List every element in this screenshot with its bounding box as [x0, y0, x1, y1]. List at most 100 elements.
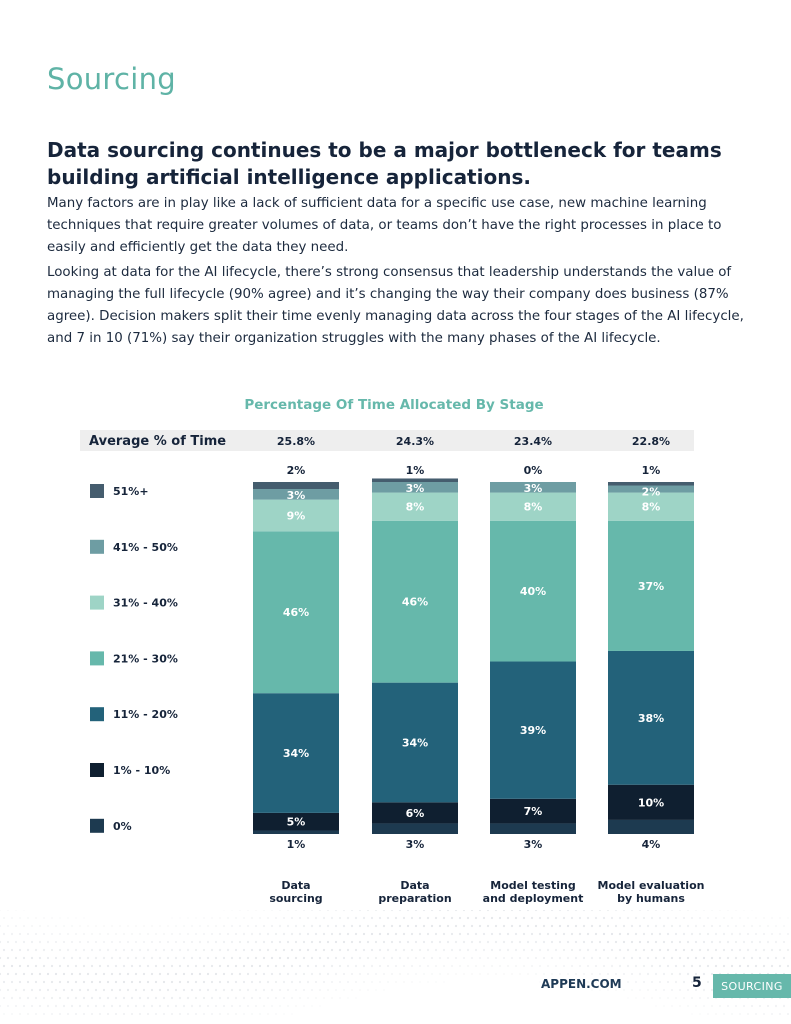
decorative-dot: [179, 917, 181, 919]
decorative-dot: [726, 924, 730, 928]
decorative-dot: [718, 940, 722, 944]
decorative-dot: [94, 956, 98, 960]
decorative-dot: [390, 972, 394, 976]
decorative-dot: [674, 996, 678, 1000]
bar-segment: [253, 489, 339, 500]
decorative-dot: [182, 972, 186, 976]
decorative-dot: [402, 932, 406, 936]
decorative-dot: [426, 948, 430, 952]
decorative-dot: [294, 972, 298, 976]
decorative-dot: [726, 956, 730, 960]
decorative-dot: [494, 940, 498, 944]
decorative-dot: [18, 948, 22, 952]
decorative-dot: [150, 972, 154, 976]
decorative-dot: [474, 948, 478, 952]
decorative-dot: [370, 964, 374, 968]
decorative-dot: [538, 916, 542, 920]
decorative-dot: [226, 1012, 230, 1016]
decorative-dot: [362, 980, 366, 984]
decorative-dot: [554, 916, 558, 920]
decorative-dot: [462, 924, 466, 928]
decorative-dot: [402, 916, 406, 920]
decorative-dot: [686, 924, 690, 928]
decorative-dot: [758, 1004, 762, 1008]
decorative-dot: [98, 948, 102, 952]
decorative-dot: [446, 940, 450, 944]
decorative-dot: [354, 916, 358, 920]
decorative-dot: [330, 964, 334, 968]
decorative-dot: [90, 948, 94, 952]
decorative-dot: [658, 996, 662, 1000]
decorative-dot: [682, 980, 686, 984]
decorative-dot: [278, 1004, 282, 1008]
decorative-dot: [514, 964, 518, 968]
bar-segment: [253, 531, 339, 694]
decorative-dot: [210, 1012, 214, 1016]
decorative-dot: [538, 948, 542, 952]
decorative-dot: [354, 932, 358, 936]
bar-segment: [253, 812, 339, 831]
decorative-dot: [238, 940, 242, 944]
decorative-dot: [250, 932, 254, 936]
decorative-dot: [0, 1004, 2, 1008]
decorative-dot: [170, 1012, 174, 1016]
decorative-dot: [278, 972, 282, 976]
decorative-dot: [594, 964, 598, 968]
decorative-dot: [66, 948, 70, 952]
decorative-dot: [270, 972, 274, 976]
decorative-dot: [590, 972, 594, 976]
decorative-dot: [566, 956, 570, 960]
decorative-dot: [154, 1012, 158, 1016]
decorative-dot: [214, 1004, 218, 1008]
decorative-dot: [2, 916, 6, 920]
decorative-dot: [254, 988, 258, 992]
average-value: 24.3%: [396, 435, 434, 448]
decorative-dot: [222, 1004, 226, 1008]
decorative-dot: [570, 964, 574, 968]
decorative-dot: [634, 996, 638, 1000]
decorative-dot: [494, 956, 498, 960]
decorative-dot: [178, 996, 182, 1000]
decorative-dot: [94, 940, 98, 944]
decorative-dot: [382, 940, 386, 944]
decorative-dot: [614, 910, 618, 912]
decorative-dot: [150, 988, 154, 992]
decorative-dot: [286, 940, 290, 944]
decorative-dot: [106, 948, 110, 952]
decorative-dot: [58, 948, 62, 952]
decorative-dot: [642, 980, 646, 984]
decorative-dot: [374, 988, 378, 992]
decorative-dot: [83, 917, 85, 919]
decorative-dot: [278, 910, 282, 912]
decorative-dot: [746, 964, 750, 968]
decorative-dot: [142, 940, 146, 944]
decorative-dot: [626, 948, 630, 952]
decorative-dot: [738, 1012, 742, 1016]
decorative-dot: [410, 932, 414, 936]
decorative-dot: [186, 980, 190, 984]
decorative-dot: [158, 956, 162, 960]
category-label: Data: [281, 879, 310, 892]
decorative-dot: [682, 996, 686, 1000]
decorative-dot: [366, 988, 370, 992]
decorative-dot: [50, 1012, 54, 1016]
decorative-dot: [634, 980, 638, 984]
legend-swatch: [90, 707, 104, 722]
decorative-dot: [286, 988, 290, 992]
decorative-dot: [490, 916, 494, 920]
decorative-dot: [402, 964, 406, 968]
decorative-dot: [486, 940, 490, 944]
decorative-dot: [638, 988, 642, 992]
decorative-dot: [706, 980, 710, 984]
bar-value-label: 10%: [638, 796, 664, 809]
decorative-dot: [462, 972, 466, 976]
decorative-dot: [386, 932, 390, 936]
legend-label: 51%+: [113, 485, 149, 498]
bar-value-label: 3%: [524, 838, 543, 851]
decorative-dot: [14, 988, 18, 992]
footer-url[interactable]: APPEN.COM: [541, 977, 622, 991]
decorative-dot: [574, 910, 578, 912]
decorative-dot: [22, 924, 26, 928]
decorative-dot: [646, 924, 650, 928]
decorative-dot: [606, 972, 610, 976]
